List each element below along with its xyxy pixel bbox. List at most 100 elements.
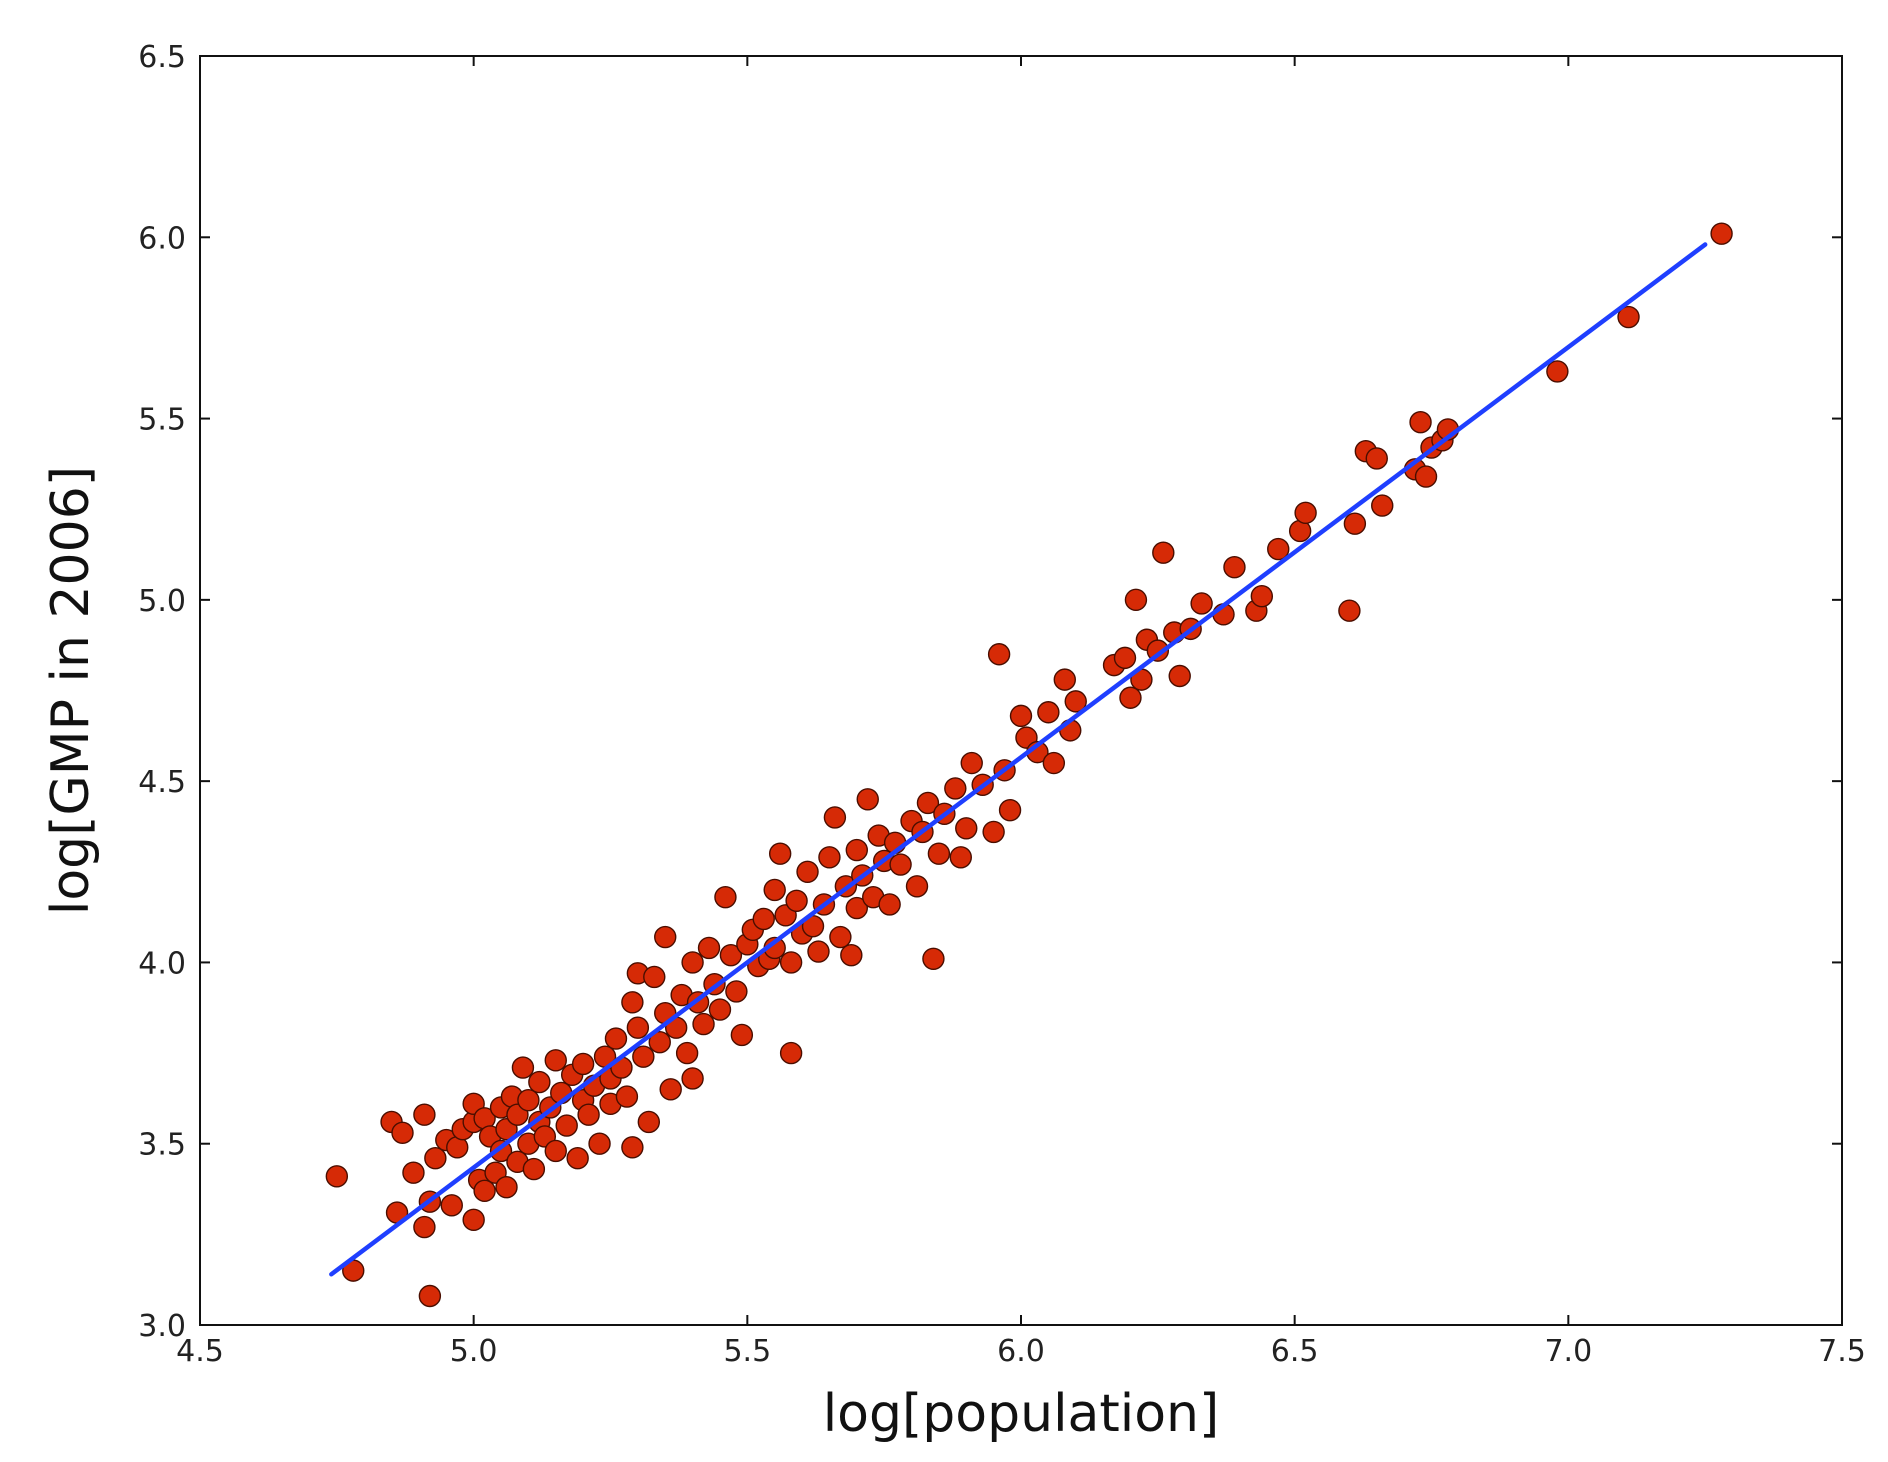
data-point [714,885,737,909]
data-point [517,1089,540,1112]
data-point [1343,512,1367,535]
data-point [785,889,808,912]
data-point [1617,305,1640,329]
data-point [440,1194,463,1217]
y-tick-label: 6.0 [138,221,186,256]
x-tick-label: 5.0 [450,1334,498,1369]
data-point [1414,465,1438,488]
data-point [588,1132,611,1155]
data-point [1146,639,1170,662]
data-point [544,1049,567,1072]
data-point [325,1165,349,1188]
data-point [697,936,721,960]
data-point [555,1114,578,1137]
data-point [1338,599,1361,622]
data-point [1064,690,1087,713]
data-point [659,1078,682,1101]
data-point [681,1067,704,1090]
data-point [544,1139,567,1163]
data-point [1119,686,1142,709]
data-point [1113,646,1137,670]
data-point [1409,410,1432,434]
data-point [796,860,819,883]
data-point [621,1136,644,1159]
y-tick-label: 6.5 [138,40,186,75]
x-tick-label: 7.0 [1544,1334,1592,1369]
data-point [987,643,1011,666]
data-point [511,1056,535,1079]
y-tick-label: 3.5 [138,1128,186,1163]
data-point [654,925,677,949]
data-point [730,1023,754,1047]
data-point [905,875,929,898]
data-point [807,940,830,963]
data-point [823,806,847,829]
data-point [528,1070,551,1094]
data-point [779,1041,803,1065]
data-point [1267,537,1290,561]
data-point [522,1157,546,1181]
data-point [708,998,732,1021]
data-point [413,1215,436,1239]
data-point [604,1027,628,1050]
data-point [643,965,666,989]
data-point [752,907,775,931]
data-point [725,980,748,1003]
data-point [845,896,868,920]
data-point [878,893,901,916]
data-point [632,1045,655,1068]
x-tick-label: 7.5 [1818,1334,1866,1369]
data-point [675,1041,699,1065]
data-point [571,1052,595,1076]
data-point [960,751,983,775]
data-point [495,1176,518,1199]
data-point [1168,664,1191,688]
data-point [615,1085,639,1108]
data-point [648,1030,671,1054]
data-point [955,817,978,840]
data-point [856,788,879,811]
data-point [768,842,792,865]
data-point [1053,668,1076,691]
data-point [840,943,863,967]
data-point [1365,447,1388,470]
data-point [402,1161,425,1184]
data-point [818,846,841,869]
x-axis-ticks: 4.5 5.0 5.5 6.0 6.5 7.0 7.5 [176,56,1866,1369]
y-tick-label: 4.5 [138,765,186,800]
data-point [1042,751,1066,775]
data-point [637,1110,661,1134]
data-point [1037,701,1060,724]
data-point [418,1284,442,1308]
data-point [391,1121,414,1145]
data-point [462,1208,485,1232]
data-point [1009,704,1033,728]
data-point [1124,588,1148,612]
data-point [998,798,1022,822]
data-point [1190,592,1213,615]
data-point [889,853,912,876]
data-point [473,1179,496,1203]
x-tick-label: 6.5 [1271,1334,1319,1369]
data-point [845,838,868,862]
data-point [1546,360,1569,383]
data-point [1371,494,1394,517]
data-point [829,925,852,949]
y-axis-ticks: 3.0 3.5 4.0 4.5 5.0 5.5 6.0 6.5 [138,40,1842,1344]
data-point [1294,501,1317,525]
data-point [763,878,786,902]
fit-line [329,242,1708,1277]
data-point [621,991,644,1014]
x-axis-label: log[population] [823,1384,1220,1444]
data-point [692,1012,715,1036]
data-point [916,791,940,815]
plot-area [325,222,1733,1308]
y-tick-label: 5.5 [138,403,186,438]
data-point [779,951,803,974]
data-point [1223,556,1246,579]
data-point [424,1147,447,1170]
x-tick-label: 6.0 [997,1334,1045,1369]
data-point [626,1016,650,1039]
axes-frame [199,55,1843,1326]
